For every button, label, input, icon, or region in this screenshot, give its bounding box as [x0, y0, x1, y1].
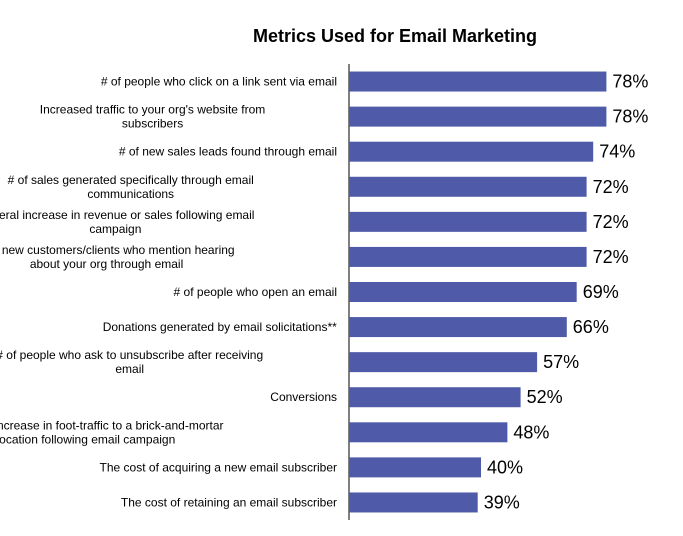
category-label-4: # of sales generated specifically throug… [8, 173, 254, 201]
bar-7 [349, 282, 577, 302]
bar-10 [349, 387, 521, 408]
chart-title: Metrics Used for Email Marketing [252, 26, 538, 46]
category-label-9: # of people who ask to unsubscribe after… [0, 348, 263, 376]
category-label-11: General increase in foot-traffic to a br… [0, 418, 224, 446]
category-label-12: The cost of acquiring a new email subscr… [100, 460, 337, 474]
value-label-11: 48% [513, 422, 549, 442]
bar-8 [349, 317, 567, 338]
value-label-5: 72% [593, 212, 629, 232]
chart-title-area: Metrics Used for Email Marketing [0, 0, 683, 60]
bar-6 [349, 246, 587, 267]
bar-12 [349, 457, 481, 478]
bar-9 [349, 352, 538, 373]
category-label-8: Donations generated by email solicitatio… [103, 320, 337, 334]
bar-5 [349, 211, 587, 232]
category-label-7: # of people who open an email [174, 285, 337, 299]
value-label-7: 69% [583, 282, 619, 302]
category-label-10: Conversions [270, 390, 337, 404]
value-label-4: 72% [593, 177, 629, 197]
category-label-5: General increase in revenue or sales fol… [0, 208, 254, 236]
category-label-6: # of new customers/clients who mention h… [0, 243, 235, 271]
value-label-8: 66% [573, 317, 609, 337]
category-label-3: # of new sales leads found through email [119, 145, 337, 159]
value-label-10: 52% [527, 387, 563, 407]
value-label-group: 78% 78% 74% 72% 72% 72% 69% 66% 57% 52% 48% 40% 39% [484, 72, 649, 513]
bar-13 [349, 492, 478, 513]
bar-11 [349, 422, 508, 443]
bar-3 [349, 141, 594, 162]
value-label-1: 78% [612, 72, 648, 92]
value-label-6: 72% [593, 247, 629, 267]
category-label-1: # of people who click on a link sent via… [101, 75, 337, 89]
category-label-13: The cost of retaining an email subscribe… [121, 495, 337, 509]
bar-2 [349, 106, 607, 127]
value-label-13: 39% [484, 492, 520, 512]
category-label-group: # of people who click on a link sent via… [0, 75, 337, 510]
category-label-2: Increased traffic to your org's website … [40, 103, 266, 131]
bar-group [349, 71, 607, 513]
bar-1 [349, 71, 607, 92]
bar-4 [349, 176, 587, 197]
value-label-3: 74% [599, 142, 635, 162]
value-label-9: 57% [543, 352, 579, 372]
value-label-2: 78% [612, 107, 648, 127]
value-label-12: 40% [487, 457, 523, 477]
